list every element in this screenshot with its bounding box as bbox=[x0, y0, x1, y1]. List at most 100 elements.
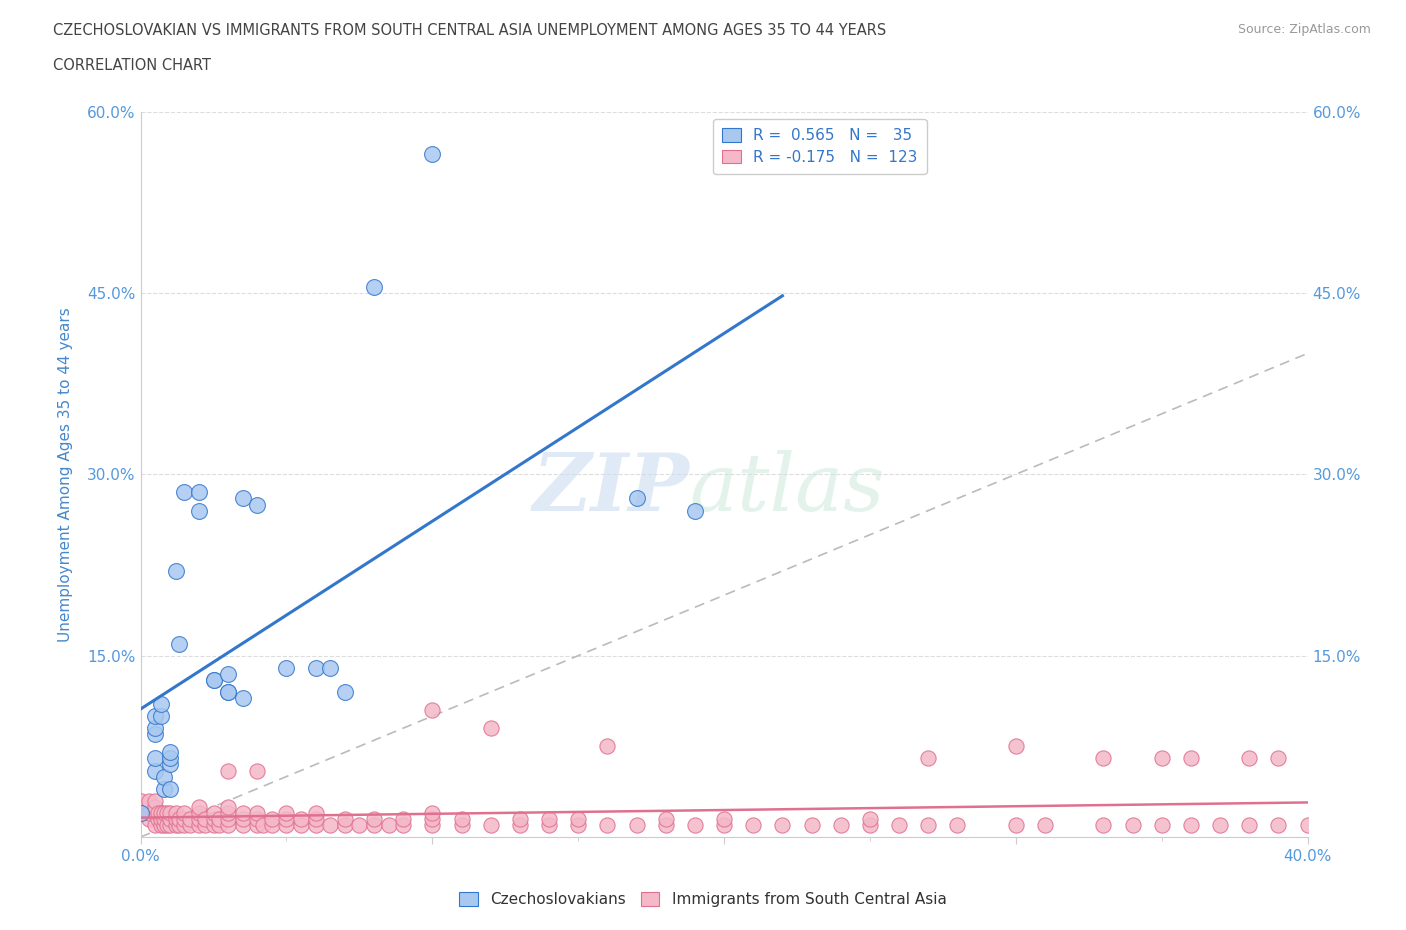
Point bbox=[188, 811, 211, 827]
Point bbox=[1122, 817, 1144, 832]
Point bbox=[450, 811, 472, 827]
Point bbox=[217, 763, 239, 777]
Point bbox=[217, 811, 239, 827]
Point bbox=[202, 817, 225, 832]
Point bbox=[143, 751, 166, 766]
Point bbox=[859, 811, 882, 827]
Point bbox=[713, 811, 735, 827]
Point bbox=[596, 738, 619, 753]
Text: atlas: atlas bbox=[689, 450, 884, 527]
Point bbox=[1239, 817, 1261, 832]
Point bbox=[946, 817, 969, 832]
Point bbox=[188, 800, 211, 815]
Point bbox=[143, 805, 166, 820]
Point bbox=[1092, 751, 1115, 766]
Point bbox=[153, 817, 176, 832]
Point bbox=[159, 781, 181, 796]
Point bbox=[156, 805, 179, 820]
Point bbox=[422, 817, 444, 832]
Point bbox=[173, 817, 195, 832]
Point bbox=[567, 817, 589, 832]
Point bbox=[217, 805, 239, 820]
Point bbox=[392, 811, 415, 827]
Point bbox=[188, 503, 211, 518]
Point bbox=[146, 805, 169, 820]
Point bbox=[159, 745, 181, 760]
Point bbox=[305, 817, 328, 832]
Point bbox=[252, 817, 274, 832]
Point bbox=[538, 817, 561, 832]
Point bbox=[260, 817, 283, 832]
Point bbox=[217, 800, 239, 815]
Point bbox=[246, 817, 269, 832]
Point bbox=[150, 805, 173, 820]
Point bbox=[159, 817, 181, 832]
Point bbox=[450, 817, 472, 832]
Point bbox=[138, 805, 160, 820]
Point bbox=[232, 491, 254, 506]
Point bbox=[683, 503, 706, 518]
Point bbox=[188, 485, 211, 500]
Point bbox=[232, 817, 254, 832]
Point bbox=[188, 817, 211, 832]
Point bbox=[859, 817, 882, 832]
Point bbox=[917, 817, 939, 832]
Point bbox=[333, 684, 356, 699]
Point bbox=[138, 793, 160, 808]
Point bbox=[159, 805, 181, 820]
Point bbox=[713, 817, 735, 832]
Point bbox=[173, 811, 195, 827]
Point bbox=[150, 817, 173, 832]
Point bbox=[167, 817, 190, 832]
Point bbox=[194, 811, 217, 827]
Point bbox=[1296, 817, 1319, 832]
Point bbox=[655, 817, 678, 832]
Point bbox=[363, 811, 385, 827]
Point bbox=[179, 817, 201, 832]
Text: ZIP: ZIP bbox=[533, 450, 689, 527]
Point bbox=[626, 491, 648, 506]
Point bbox=[305, 660, 328, 675]
Point bbox=[232, 811, 254, 827]
Point bbox=[276, 811, 298, 827]
Point bbox=[173, 485, 195, 500]
Point bbox=[1150, 817, 1173, 832]
Point bbox=[1092, 817, 1115, 832]
Point bbox=[129, 793, 152, 808]
Point bbox=[143, 721, 166, 736]
Point bbox=[194, 817, 217, 832]
Point bbox=[889, 817, 911, 832]
Point bbox=[800, 817, 823, 832]
Point bbox=[626, 817, 648, 832]
Point bbox=[143, 727, 166, 742]
Point bbox=[143, 709, 166, 724]
Point bbox=[1033, 817, 1056, 832]
Text: CORRELATION CHART: CORRELATION CHART bbox=[53, 58, 211, 73]
Point bbox=[165, 564, 187, 578]
Point bbox=[260, 811, 283, 827]
Point bbox=[655, 811, 678, 827]
Point bbox=[232, 805, 254, 820]
Point bbox=[143, 800, 166, 815]
Point bbox=[1267, 817, 1289, 832]
Point bbox=[319, 660, 342, 675]
Point bbox=[917, 751, 939, 766]
Point bbox=[538, 811, 561, 827]
Point bbox=[129, 805, 152, 820]
Point bbox=[772, 817, 794, 832]
Point bbox=[246, 811, 269, 827]
Point bbox=[1150, 751, 1173, 766]
Point bbox=[1005, 817, 1028, 832]
Point bbox=[349, 817, 371, 832]
Point bbox=[363, 817, 385, 832]
Point bbox=[143, 817, 166, 832]
Point bbox=[153, 805, 176, 820]
Point bbox=[305, 805, 328, 820]
Point bbox=[509, 811, 531, 827]
Point bbox=[422, 805, 444, 820]
Point bbox=[290, 811, 312, 827]
Point bbox=[363, 279, 385, 294]
Legend: Czechoslovakians, Immigrants from South Central Asia: Czechoslovakians, Immigrants from South … bbox=[453, 885, 953, 913]
Point bbox=[392, 817, 415, 832]
Point bbox=[202, 811, 225, 827]
